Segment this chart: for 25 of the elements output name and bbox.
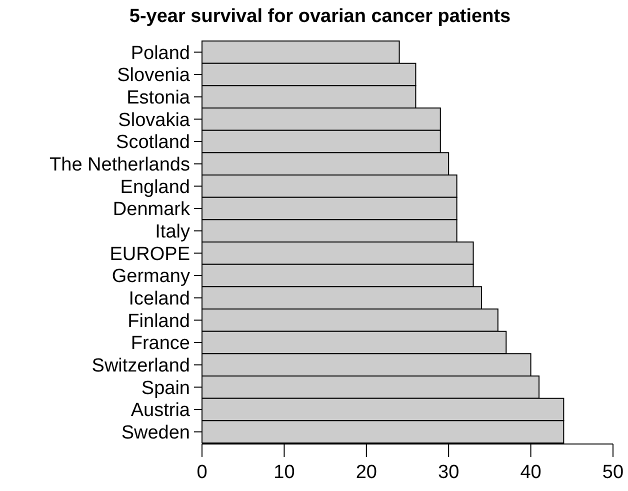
x-tick-label: 50 — [602, 462, 624, 483]
y-tick-label: France — [130, 333, 190, 354]
y-tick-label: Denmark — [112, 199, 190, 220]
y-tick-label: Germany — [112, 266, 190, 288]
y-tick-label: Slovakia — [118, 110, 190, 131]
y-tick-label: Finland — [128, 310, 190, 332]
y-tick-label: Estonia — [126, 87, 190, 108]
y-tick-label: England — [120, 176, 190, 198]
y-tick-label: Spain — [141, 378, 190, 399]
y-tick-label: The Netherlands — [50, 154, 190, 176]
x-tick-label: 20 — [356, 462, 377, 483]
y-tick-label: Iceland — [128, 288, 190, 310]
y-tick-label: Austria — [130, 400, 190, 422]
y-tick-label: Scotland — [116, 132, 190, 154]
x-tick-label: 30 — [438, 462, 460, 483]
y-tick-label: Slovenia — [117, 65, 190, 86]
y-tick-label: Sweden — [121, 422, 190, 444]
x-tick-label: 0 — [196, 462, 208, 483]
chart-title: 5-year survival for ovarian cancer patients — [129, 6, 511, 27]
x-tick-label: 40 — [520, 462, 542, 483]
y-tick-label: Switzerland — [92, 355, 190, 376]
y-tick-label: Italy — [155, 221, 190, 242]
y-tick-label: EUROPE — [110, 244, 190, 265]
x-tick-label: 10 — [274, 462, 295, 483]
y-tick-label: Poland — [130, 42, 190, 64]
